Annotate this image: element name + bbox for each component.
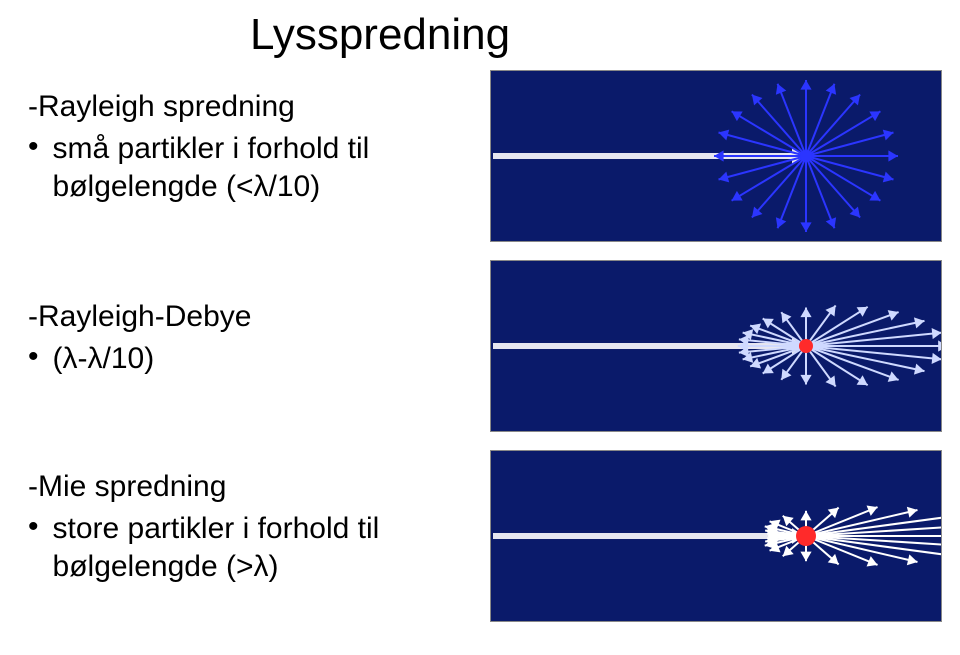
diagram-debye [490, 260, 942, 432]
bullet-dot: • [28, 510, 39, 544]
section-rayleigh: -Rayleigh spredning • små partikler i fo… [28, 90, 458, 206]
bullet-rayleigh: små partikler i forhold til bølgelengde … [53, 130, 458, 206]
section-debye: -Rayleigh-Debye • (λ-λ/10) [28, 300, 458, 378]
bullet-mie: store partikler i forhold til bølgelengd… [53, 510, 458, 586]
bullet-debye: (λ-λ/10) [53, 340, 155, 378]
bullet-dot: • [28, 340, 39, 374]
heading-debye: -Rayleigh-Debye [28, 300, 458, 334]
diagram-rayleigh [490, 70, 942, 242]
section-mie: -Mie spredning • store partikler i forho… [28, 470, 458, 586]
heading-rayleigh: -Rayleigh spredning [28, 90, 458, 124]
page-title: Lysspredning [250, 10, 510, 60]
bullet-dot: • [28, 130, 39, 164]
diagram-mie [490, 450, 942, 622]
heading-mie: -Mie spredning [28, 470, 458, 504]
